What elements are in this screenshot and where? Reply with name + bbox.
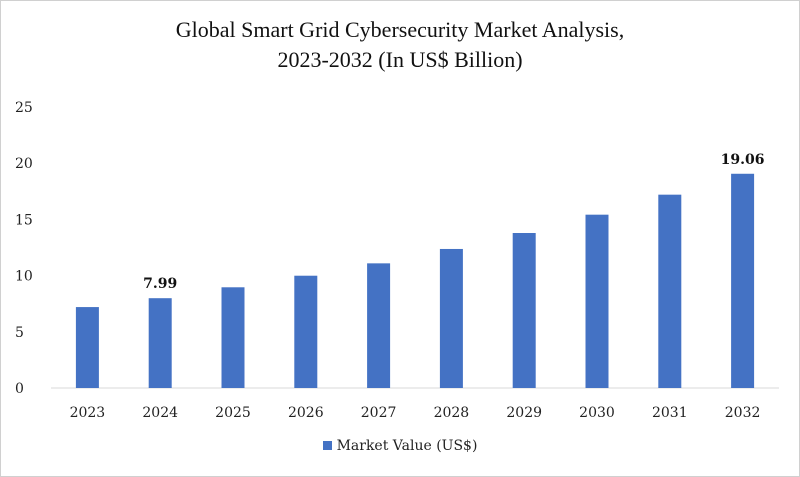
bar-2028 xyxy=(439,248,463,388)
y-tick-label: 10 xyxy=(15,269,33,285)
x-tick-label: 2025 xyxy=(215,405,251,421)
bar-2024 xyxy=(148,298,172,388)
bar-2032 xyxy=(731,173,755,388)
y-tick-label: 15 xyxy=(15,212,33,228)
bar-2030 xyxy=(585,214,609,388)
x-tick-label: 2028 xyxy=(434,405,470,421)
x-tick-label: 2030 xyxy=(579,405,615,421)
chart-title: Global Smart Grid Cybersecurity Market A… xyxy=(1,15,799,75)
legend: Market Value (US$) xyxy=(1,438,799,454)
data-label-2032: 19.06 xyxy=(721,152,765,168)
bar-2027 xyxy=(367,263,391,388)
bar-2025 xyxy=(221,287,245,388)
title-line-2: 2023-2032 (In US$ Billion) xyxy=(277,47,523,72)
bar-2031 xyxy=(658,194,682,388)
x-tick-label: 2032 xyxy=(725,405,761,421)
bar-2029 xyxy=(512,233,536,388)
legend-swatch xyxy=(322,441,332,450)
y-tick-label: 5 xyxy=(15,325,24,341)
data-label-2024: 7.99 xyxy=(143,276,177,292)
y-tick-label: 25 xyxy=(15,100,33,116)
x-tick-label: 2026 xyxy=(288,405,324,421)
legend-label: Market Value (US$) xyxy=(336,438,478,454)
x-tick-label: 2023 xyxy=(70,405,106,421)
y-tick-label: 20 xyxy=(15,156,33,172)
title-line-1: Global Smart Grid Cybersecurity Market A… xyxy=(175,17,625,42)
x-tick-label: 2027 xyxy=(361,405,397,421)
bar-2023 xyxy=(75,307,99,388)
bar-2026 xyxy=(294,275,318,388)
x-tick-label: 2031 xyxy=(652,405,688,421)
x-tick-label: 2029 xyxy=(506,405,542,421)
y-tick-label: 0 xyxy=(15,381,24,397)
x-tick-label: 2024 xyxy=(142,405,178,421)
